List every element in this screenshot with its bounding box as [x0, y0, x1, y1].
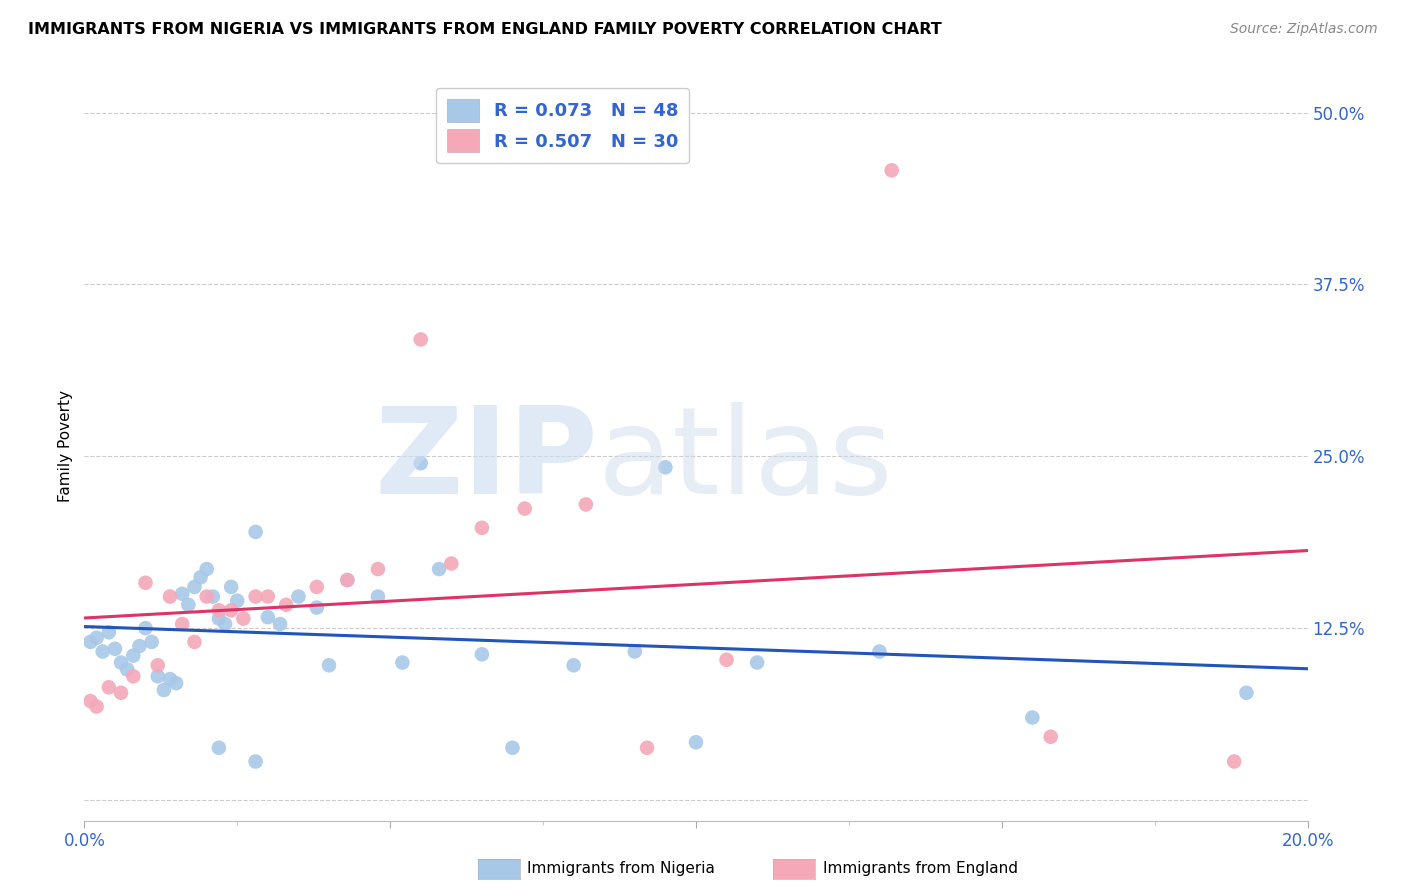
Text: IMMIGRANTS FROM NIGERIA VS IMMIGRANTS FROM ENGLAND FAMILY POVERTY CORRELATION CH: IMMIGRANTS FROM NIGERIA VS IMMIGRANTS FR… [28, 22, 942, 37]
Point [153, 683, 176, 698]
Point [427, 562, 450, 576]
Point [122, 669, 145, 683]
Text: ZIP: ZIP [374, 402, 598, 519]
Point [367, 562, 389, 576]
Point [624, 644, 647, 658]
Point [685, 735, 707, 749]
Point [172, 617, 194, 632]
Point [1039, 730, 1062, 744]
Point [159, 672, 181, 686]
Text: Immigrants from Nigeria: Immigrants from Nigeria [527, 862, 716, 876]
Point [869, 644, 891, 658]
Text: Source: ZipAtlas.com: Source: ZipAtlas.com [1230, 22, 1378, 37]
Point [245, 590, 267, 604]
Point [159, 590, 181, 604]
Point [747, 656, 769, 670]
Point [177, 598, 200, 612]
Point [115, 662, 138, 676]
Point [110, 686, 132, 700]
Point [1223, 755, 1246, 769]
Point [195, 562, 218, 576]
Point [146, 669, 169, 683]
Point [1021, 710, 1043, 724]
Point [128, 639, 150, 653]
Point [135, 575, 157, 590]
Point [190, 570, 212, 584]
Point [636, 740, 658, 755]
Point [226, 593, 249, 607]
Point [318, 658, 340, 673]
Point [183, 580, 205, 594]
Point [97, 680, 120, 694]
Point [91, 644, 114, 658]
Point [165, 676, 187, 690]
Point [367, 590, 389, 604]
Point [654, 460, 676, 475]
Point [86, 699, 108, 714]
Point [79, 635, 101, 649]
Point [269, 617, 291, 632]
Point [195, 590, 218, 604]
Point [86, 631, 108, 645]
Point [562, 658, 585, 673]
Text: atlas: atlas [598, 402, 894, 519]
Y-axis label: Family Poverty: Family Poverty [58, 390, 73, 502]
Point [336, 573, 359, 587]
Point [1236, 686, 1258, 700]
Legend: R = 0.073   N = 48, R = 0.507   N = 30: R = 0.073 N = 48, R = 0.507 N = 30 [436, 88, 689, 163]
Point [305, 600, 328, 615]
Point [110, 656, 132, 670]
Point [245, 524, 267, 539]
Point [471, 521, 494, 535]
Point [219, 603, 242, 617]
Point [208, 611, 231, 625]
Point [257, 590, 280, 604]
Point [122, 648, 145, 663]
Point [880, 163, 903, 178]
Point [245, 755, 267, 769]
Point [141, 635, 163, 649]
Point [276, 598, 298, 612]
Point [79, 694, 101, 708]
Point [135, 621, 157, 635]
Point [513, 501, 536, 516]
Point [232, 611, 254, 625]
Point [214, 617, 236, 632]
Point [219, 580, 242, 594]
Point [575, 498, 598, 512]
Text: Immigrants from England: Immigrants from England [823, 862, 1018, 876]
Point [716, 653, 738, 667]
Point [146, 658, 169, 673]
Point [257, 610, 280, 624]
Point [336, 573, 359, 587]
Point [208, 603, 231, 617]
Point [208, 740, 231, 755]
Point [97, 625, 120, 640]
Point [502, 740, 524, 755]
Point [391, 656, 413, 670]
Point [287, 590, 309, 604]
Point [409, 333, 432, 347]
Point [104, 641, 127, 656]
Point [471, 648, 494, 662]
Point [201, 590, 224, 604]
Point [440, 557, 463, 571]
Point [183, 635, 205, 649]
Point [305, 580, 328, 594]
Point [172, 587, 194, 601]
Point [409, 456, 432, 470]
